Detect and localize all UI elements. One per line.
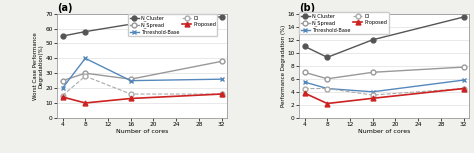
Proposed [82,102,88,104]
Threshold-Base [82,57,88,59]
Text: (b): (b) [299,3,315,13]
N_Spread [219,60,225,62]
Threshold-Base [461,79,466,81]
Line: Proposed: Proposed [60,92,224,105]
Threshold-Base [370,91,375,93]
N_Spread [60,80,65,82]
N_Cluster [301,45,307,47]
Proposed [301,92,307,94]
N_Cluster [370,39,375,41]
DI [461,88,466,90]
Threshold-Base [60,87,65,89]
DI [370,94,375,96]
DI [324,88,330,90]
Proposed [128,98,134,99]
DI [301,88,307,90]
Line: Threshold-Base: Threshold-Base [302,78,466,94]
Proposed [370,97,375,99]
Threshold-Base [324,88,330,90]
Line: N_Cluster: N_Cluster [60,14,224,39]
N_Cluster [461,16,466,18]
X-axis label: Number of cores: Number of cores [358,129,410,134]
Y-axis label: Performance Degradation (%): Performance Degradation (%) [281,25,286,107]
N_Spread [461,66,466,68]
N_Spread [324,78,330,80]
X-axis label: Number of cores: Number of cores [116,129,168,134]
Threshold-Base [301,81,307,83]
Threshold-Base [128,80,134,82]
N_Spread [370,71,375,73]
N_Cluster [324,56,330,58]
DI [128,93,134,95]
DI [219,93,225,95]
Threshold-Base [219,78,225,80]
Text: (a): (a) [57,3,73,13]
Legend: N_Cluster, N_Spread, Threshold-Base, DI, Proposed: N_Cluster, N_Spread, Threshold-Base, DI,… [300,12,389,34]
Line: N_Spread: N_Spread [60,59,224,83]
Proposed [60,96,65,98]
Y-axis label: Worst Case Performance
Degradation(%): Worst Case Performance Degradation(%) [33,32,44,100]
Line: N_Cluster: N_Cluster [302,15,466,60]
Legend: N_Cluster, N_Spread, Threshold-Base, DI, Proposed: N_Cluster, N_Spread, Threshold-Base, DI,… [128,14,218,36]
N_Cluster [82,31,88,33]
N_Spread [301,71,307,73]
Line: DI: DI [302,86,466,97]
Proposed [324,103,330,104]
N_Cluster [128,23,134,25]
Line: Threshold-Base: Threshold-Base [60,56,224,91]
N_Spread [128,78,134,80]
N_Cluster [60,35,65,37]
DI [60,95,65,96]
Proposed [219,93,225,95]
Line: N_Spread: N_Spread [302,65,466,81]
Line: Proposed: Proposed [302,86,466,106]
N_Spread [82,72,88,74]
Proposed [461,88,466,90]
N_Cluster [219,16,225,18]
DI [82,75,88,77]
Line: DI: DI [60,74,224,98]
